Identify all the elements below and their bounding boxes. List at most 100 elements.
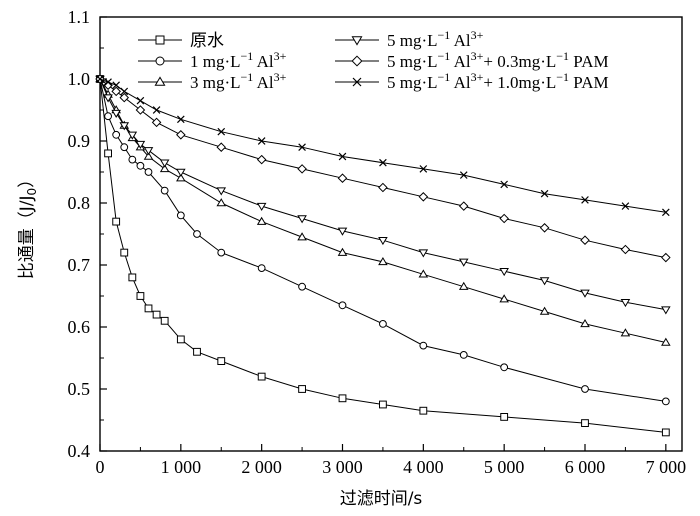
legend-label-part: 3 mg·L (190, 73, 241, 92)
y-tick-label: 0.6 (68, 317, 91, 337)
cross-stroke (621, 202, 630, 210)
y-tick-label: 0.7 (68, 255, 91, 275)
legend-label-part: Al (253, 52, 274, 71)
data-point (177, 115, 185, 124)
legend-label-superscript: −1 (438, 49, 451, 63)
data-point (136, 292, 145, 300)
data-point (103, 94, 113, 103)
data-point (338, 152, 347, 161)
y-tick-label: 1.1 (68, 7, 91, 27)
y-tick-label: 0.8 (68, 193, 91, 213)
legend-marker (155, 56, 165, 66)
legend-label-part: Al (450, 73, 471, 92)
y-axis-title-main: 比通量（J/J (17, 195, 37, 279)
data-point (96, 75, 104, 83)
legend-label-part: 5 mg·L (387, 31, 438, 50)
data-point (419, 341, 428, 350)
data-point (119, 122, 130, 131)
y-tick-label: 1.0 (68, 69, 91, 89)
legend-label: 5 mg·L−1 Al3++ 0.3mg·L−1 PAM (387, 49, 609, 71)
legend-label: 3 mg·L−1 Al3+ (190, 70, 287, 92)
data-point (338, 301, 347, 310)
data-point (216, 142, 227, 152)
cross-stroke (120, 87, 129, 96)
legend-item-4: 5 mg·L−1 Al3+ (335, 28, 484, 50)
data-point (298, 282, 306, 291)
cross-stroke (298, 143, 306, 152)
data-point (337, 227, 348, 236)
legend-label-part: Al (253, 73, 274, 92)
legend-label: 1 mg·L−1 Al3+ (190, 49, 287, 71)
data-point (160, 186, 169, 195)
data-point (120, 248, 129, 257)
data-point (257, 372, 266, 381)
data-point (540, 189, 549, 198)
data-point (499, 213, 509, 224)
legend-label-part: 1 mg·L (190, 52, 241, 71)
cross-stroke (662, 208, 670, 217)
data-point (337, 247, 348, 256)
data-point (620, 298, 631, 308)
data-point (661, 306, 671, 315)
cross-stroke (136, 96, 145, 105)
data-point (419, 406, 428, 415)
legend-label-part: + 1.0mg·L (483, 73, 556, 92)
data-point (112, 81, 120, 90)
legend-marker (351, 55, 363, 67)
data-point (580, 289, 590, 298)
x-tick-label: 1 000 (161, 457, 202, 477)
series-3 (95, 74, 671, 346)
data-point (151, 117, 162, 128)
data-point (111, 109, 121, 118)
data-point (298, 143, 306, 152)
data-point (217, 248, 226, 257)
data-point (176, 173, 186, 182)
data-point (136, 161, 145, 170)
series-1 (96, 75, 670, 437)
data-point (216, 187, 227, 196)
y-axis-title-end: ） (17, 171, 37, 188)
legend-label-part: PAM (569, 73, 609, 92)
legend-marker (351, 36, 363, 46)
data-point (159, 164, 170, 173)
data-point (104, 149, 112, 158)
legend-label-superscript: −1 (241, 49, 254, 63)
cross-stroke (379, 158, 387, 167)
x-tick-label: 2 000 (241, 457, 282, 477)
legend-label-part: 5 mg·L (387, 73, 438, 92)
legend-marker (154, 76, 166, 86)
data-point (500, 413, 509, 421)
data-point (120, 87, 129, 96)
data-point (459, 171, 468, 179)
cross-stroke (459, 171, 468, 179)
legend-label-superscript: −1 (241, 70, 254, 84)
cross-stroke (352, 77, 362, 87)
data-point (104, 78, 112, 86)
cross-stroke (177, 115, 185, 124)
data-point (143, 151, 154, 160)
data-point (297, 232, 307, 241)
data-point (539, 223, 550, 233)
data-point (581, 385, 589, 393)
data-point (111, 86, 121, 97)
data-point (127, 131, 138, 140)
data-point (419, 165, 428, 173)
data-point (159, 159, 170, 168)
x-tick-label: 4 000 (403, 457, 444, 477)
data-point (621, 202, 630, 210)
cross-stroke (540, 189, 549, 198)
cross-stroke (96, 75, 104, 83)
legend-label-superscript: −1 (556, 49, 569, 63)
data-point (581, 419, 589, 428)
data-point (661, 397, 670, 406)
x-tick-label: 6 000 (565, 457, 606, 477)
cross-stroke (152, 106, 161, 114)
legend-label-superscript: 3+ (471, 70, 484, 84)
data-point (418, 249, 429, 258)
data-point (128, 155, 137, 164)
data-point (661, 337, 671, 346)
legend-marker (155, 35, 165, 45)
data-point (662, 208, 670, 217)
data-point (418, 269, 429, 278)
legend-label-superscript: −1 (438, 28, 451, 42)
